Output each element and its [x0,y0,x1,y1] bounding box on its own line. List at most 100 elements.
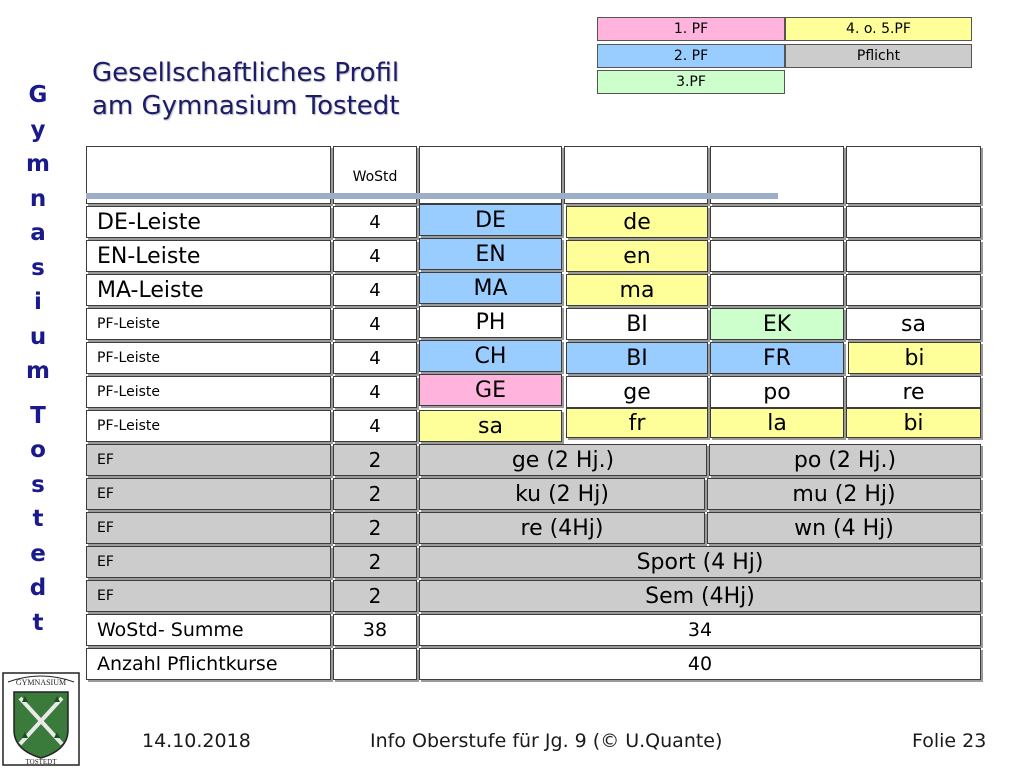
row-label-text: EF [97,486,114,502]
course-cell: ge (2 Hj.) [419,444,707,476]
course-text: ge [623,379,651,405]
row-hours: 2 [333,478,417,510]
row-hours: 2 [333,546,417,578]
course-text: CH [474,343,507,369]
course-text: PH [475,309,506,335]
row-label: EF [86,478,331,510]
sidebar-letter: e [30,540,46,567]
sidebar-letter: t [32,506,44,532]
course-cell: re (4Hj) [419,512,705,544]
course-text: wn (4 Hj) [794,515,894,541]
course-cell: FR [710,342,844,374]
row-label-text: DE-Leiste [97,209,201,235]
sidebar-letter: u [29,323,47,350]
course-text: BI [626,345,648,371]
row-hours: 4 [333,206,417,238]
row-hours-text: 2 [368,448,382,472]
course-cell: wn (4 Hj) [707,512,981,544]
course-cell: BI [566,342,708,374]
sum-value: 34 [419,614,981,646]
row-label: PF-Leiste [86,342,331,374]
row-hours-text: 2 [368,550,382,574]
title-line-1: Gesellschaftliches Profil [92,58,400,88]
course-text: la [767,410,787,436]
svg-text:GYMNASIUM: GYMNASIUM [16,678,66,687]
course-text: FR [763,345,791,371]
row-hours-text: 4 [369,245,381,267]
course-text: de [623,209,651,235]
row-label: EF [86,512,331,544]
pflicht-value-text: 40 [687,653,713,675]
course-cell: sa [846,308,981,340]
row-hours-text: 2 [368,584,382,608]
sum-value-text: 34 [687,619,713,641]
course-cell: mu (2 Hj) [707,478,981,510]
course-text: Sem (4Hj) [645,583,755,609]
sidebar-letter: m [26,151,50,177]
course-text: GE [475,377,506,403]
row-hours-text: 2 [368,516,382,540]
course-text: fr [628,410,646,436]
row-label-text: EF [97,520,114,536]
sidebar-letter: i [34,289,42,315]
row-hours: 4 [333,274,417,306]
course-cell: ku (2 Hj) [419,478,705,510]
footer-center: Info Oberstufe für Jg. 9 (© U.Quante) [370,730,723,752]
row-hours-text: 4 [369,415,381,437]
course-text: sa [901,311,926,337]
pflicht-label-text: Anzahl Pflichtkurse [97,653,278,675]
legend-pf2: 2. PF [597,44,785,68]
row-label: PF-Leiste [86,410,331,442]
row-label: EF [86,444,331,476]
row-hours-text: 2 [368,482,382,506]
course-cell [710,240,844,272]
sum-hours-text: 38 [362,619,388,641]
row-label: EN-Leiste [86,240,331,272]
course-text: po (2 Hj.) [793,447,897,473]
course-text: re (4Hj) [520,515,604,541]
row-hours: 2 [333,580,417,612]
row-label: PF-Leiste [86,308,331,340]
sidebar-letter: T [30,402,46,429]
course-cell: de [566,206,708,238]
sum-label: WoStd- Summe [86,614,331,646]
course-cell [710,274,844,306]
course-cell: EK [710,308,844,340]
course-cell: la [710,408,844,438]
row-label-text: EN-Leiste [97,243,201,269]
course-text: sa [478,413,503,439]
sidebar-letter: s [31,471,45,498]
page-title: Gesellschaftliches Profil am Gymnasium T… [92,57,399,123]
sidebar-letter: m [26,358,50,384]
course-text: bi [903,410,924,436]
course-cell [846,274,981,306]
row-label: EF [86,546,331,578]
course-text: bi [904,345,925,371]
course-text: EN [475,241,506,267]
row-hours-text: 4 [369,279,381,301]
row-label: EF [86,580,331,612]
course-cell: ma [566,274,708,306]
sidebar-letter: s [31,254,45,281]
course-text: Sport (4 Hj) [636,549,764,575]
course-cell: fr [566,408,708,438]
course-cell: Sport (4 Hj) [419,546,981,578]
course-cell: re [846,376,981,408]
sidebar-letter: t [32,609,44,636]
footer-date: 14.10.2018 [142,730,251,752]
svg-text:TOSTEDT: TOSTEDT [26,758,58,766]
course-text: en [623,243,651,269]
row-hours: 4 [333,308,417,340]
row-label-text: EF [97,554,114,570]
sidebar-gap [18,389,58,399]
legend-pf1: 1. PF [597,17,785,41]
row-hours-text: 4 [369,313,381,335]
course-text: po [763,379,791,405]
row-hours: 4 [333,376,417,408]
course-cell: DE [419,204,562,236]
row-hours-text: 4 [369,211,381,233]
sum-hours: 38 [333,614,417,646]
row-label-text: EF [97,452,114,468]
sidebar-letter: a [30,220,46,246]
course-cell: bi [848,342,981,374]
